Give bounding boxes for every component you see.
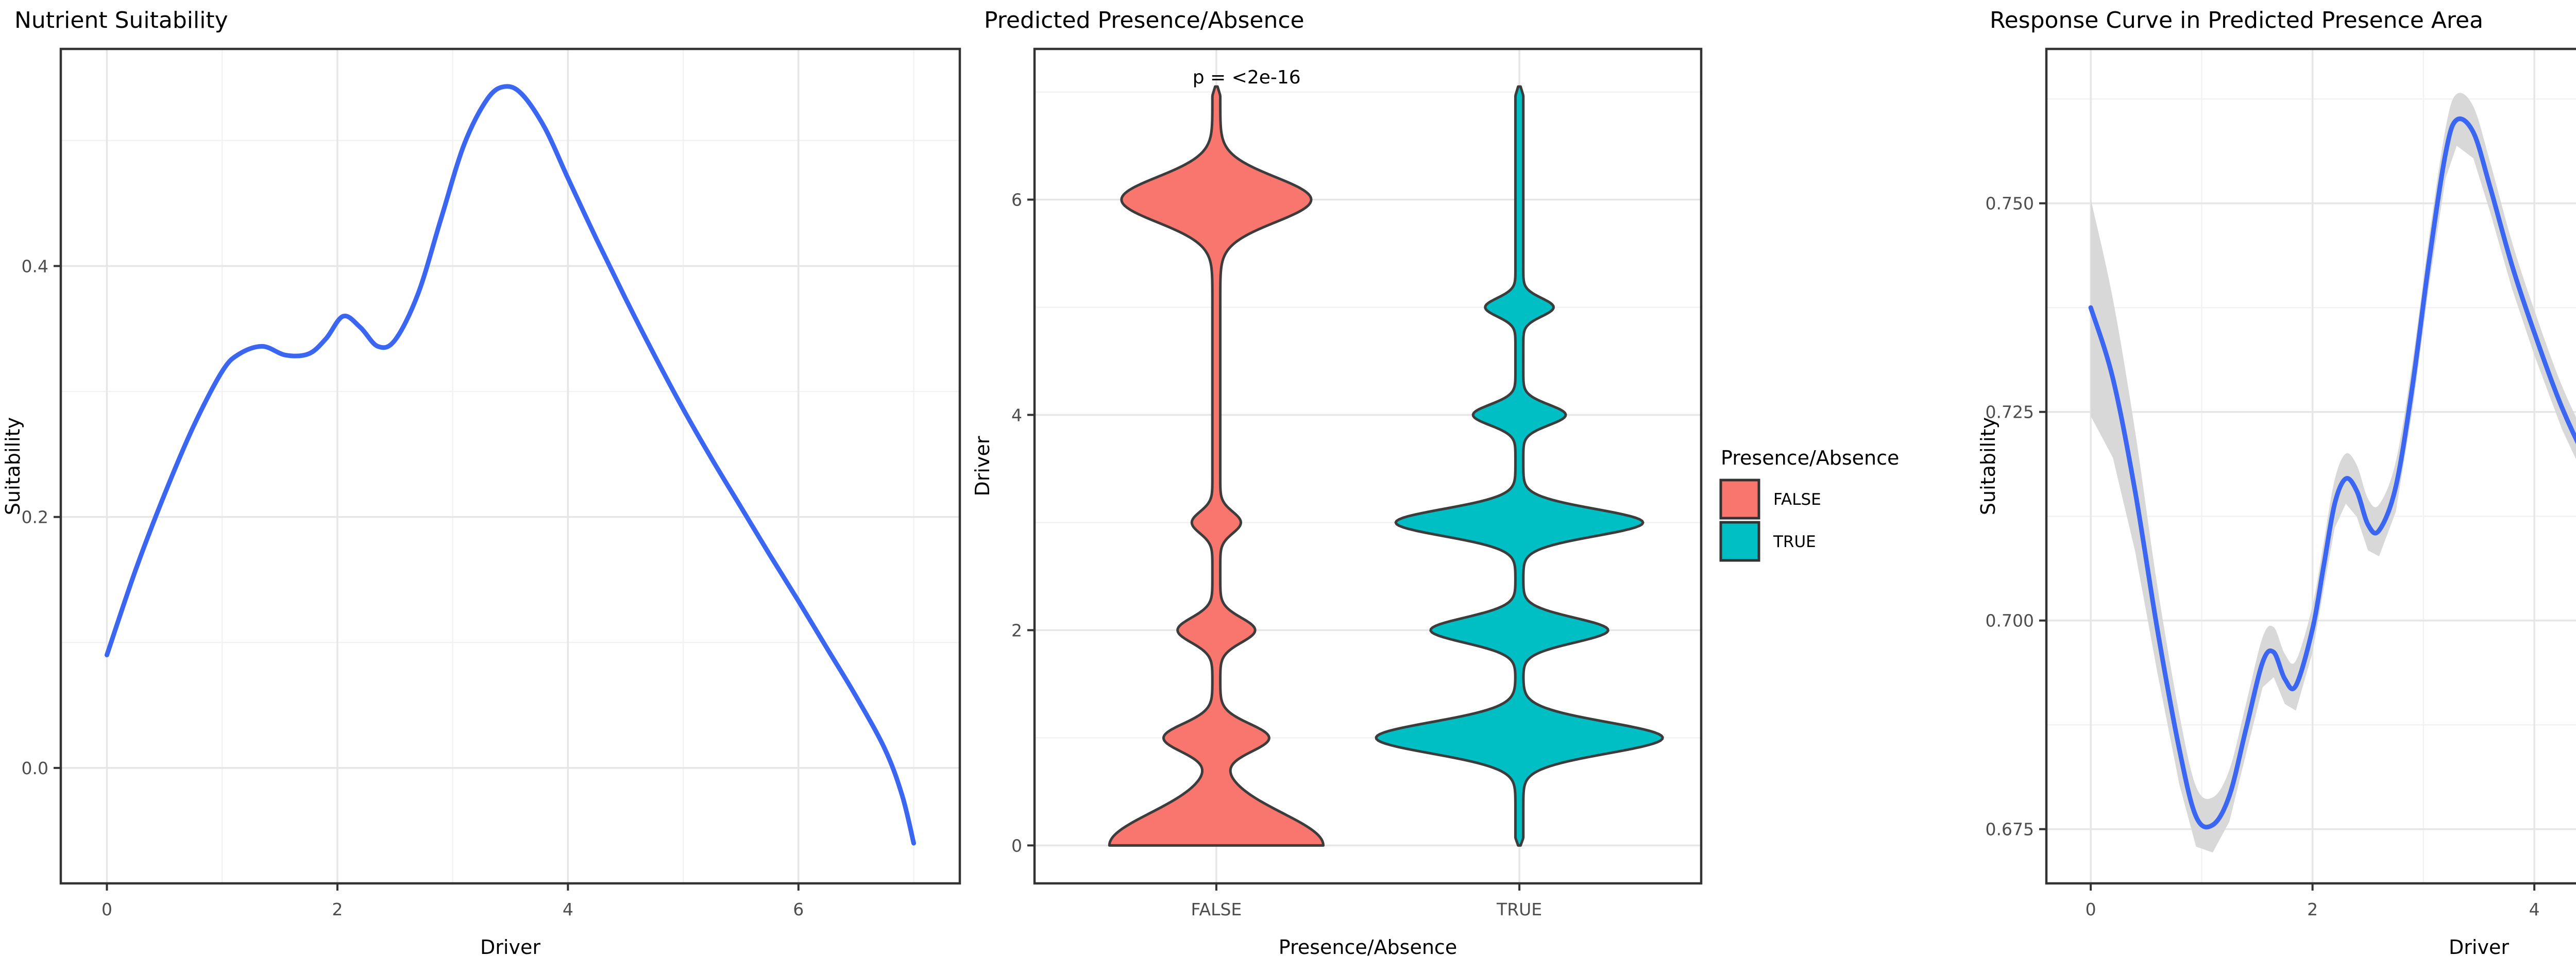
violin-true <box>1375 85 1664 847</box>
panel-title: Response Curve in Predicted Presence Are… <box>1990 7 2483 33</box>
panel-background <box>1035 49 1701 883</box>
panel-nutrient-suitability: 0.0 0.2 0.4 0 2 4 6 Driver Suitability Nutrient S… <box>2 7 961 959</box>
x-axis-title: Presence/Absence <box>1279 936 1457 959</box>
x-tick-label: 2 <box>2307 899 2318 919</box>
y-tick-label: 0.700 <box>1986 611 2034 631</box>
panel-border <box>59 47 961 885</box>
panel-border <box>2045 47 2576 885</box>
y-tick-label: 6 <box>1011 190 1022 210</box>
y-tick-label: 0.0 <box>22 758 48 778</box>
x-tick-label: 4 <box>563 899 573 919</box>
data-layer <box>1108 85 1664 847</box>
data-layer <box>2088 93 2576 853</box>
x-axis-title: Driver <box>2449 936 2509 959</box>
gridlines <box>61 49 960 883</box>
legend-title: Presence/Absence <box>1721 447 1899 469</box>
panel-title: Predicted Presence/Absence <box>984 7 1304 33</box>
x-tick-label: 6 <box>793 899 804 919</box>
x-category-label: FALSE <box>1191 899 1242 919</box>
response-line <box>2088 116 2576 830</box>
y-axis-title: Suitability <box>2 417 24 515</box>
y-tick-label: 0.725 <box>1986 402 2034 422</box>
y-tick-label: 2 <box>1011 620 1022 640</box>
x-axis-title: Driver <box>480 936 540 959</box>
y-tick-label: 0 <box>1011 835 1022 856</box>
p-value-annotation: p = <2e-16 <box>1193 67 1301 88</box>
y-axis-title: Driver <box>971 436 994 496</box>
panel-response-curve-in-predicted-presence-area: 0.6750.7000.7250.7500246DriverSuitabilit… <box>1977 7 2576 959</box>
y-tick-label: 0.675 <box>1986 820 2034 840</box>
x-tick-label: 0 <box>101 899 112 919</box>
y-axis-title: Suitability <box>1977 417 1999 515</box>
legend-key-true <box>1719 521 1760 562</box>
legend: Presence/Absence FALSE TRUE <box>1719 447 1899 562</box>
gridlines <box>2046 49 2576 883</box>
y-tick-label: 0.750 <box>1986 194 2034 214</box>
legend-label-false: FALSE <box>1773 490 1821 509</box>
y-tick-label: 0.2 <box>22 507 48 527</box>
x-tick-label: 4 <box>2529 899 2540 919</box>
legend-label-true: TRUE <box>1773 533 1816 551</box>
legend-key-false <box>1719 479 1760 520</box>
panel-title: Nutrient Suitability <box>14 7 228 33</box>
violin-false <box>1108 85 1325 847</box>
y-tick-label: 0.4 <box>22 256 48 276</box>
panel-border <box>1033 47 1703 885</box>
x-tick-label: 0 <box>2086 899 2096 919</box>
x-category-label: TRUE <box>1496 899 1542 919</box>
panel-predicted-presence-absence: p = <2e-16 0 2 4 6 FALSE TRUE Presence/Absence D… <box>971 7 1703 959</box>
data-layer <box>104 84 917 846</box>
y-tick-label: 4 <box>1011 405 1022 425</box>
suitability-line <box>104 84 917 846</box>
panel-background <box>61 49 960 883</box>
x-tick-label: 2 <box>332 899 343 919</box>
